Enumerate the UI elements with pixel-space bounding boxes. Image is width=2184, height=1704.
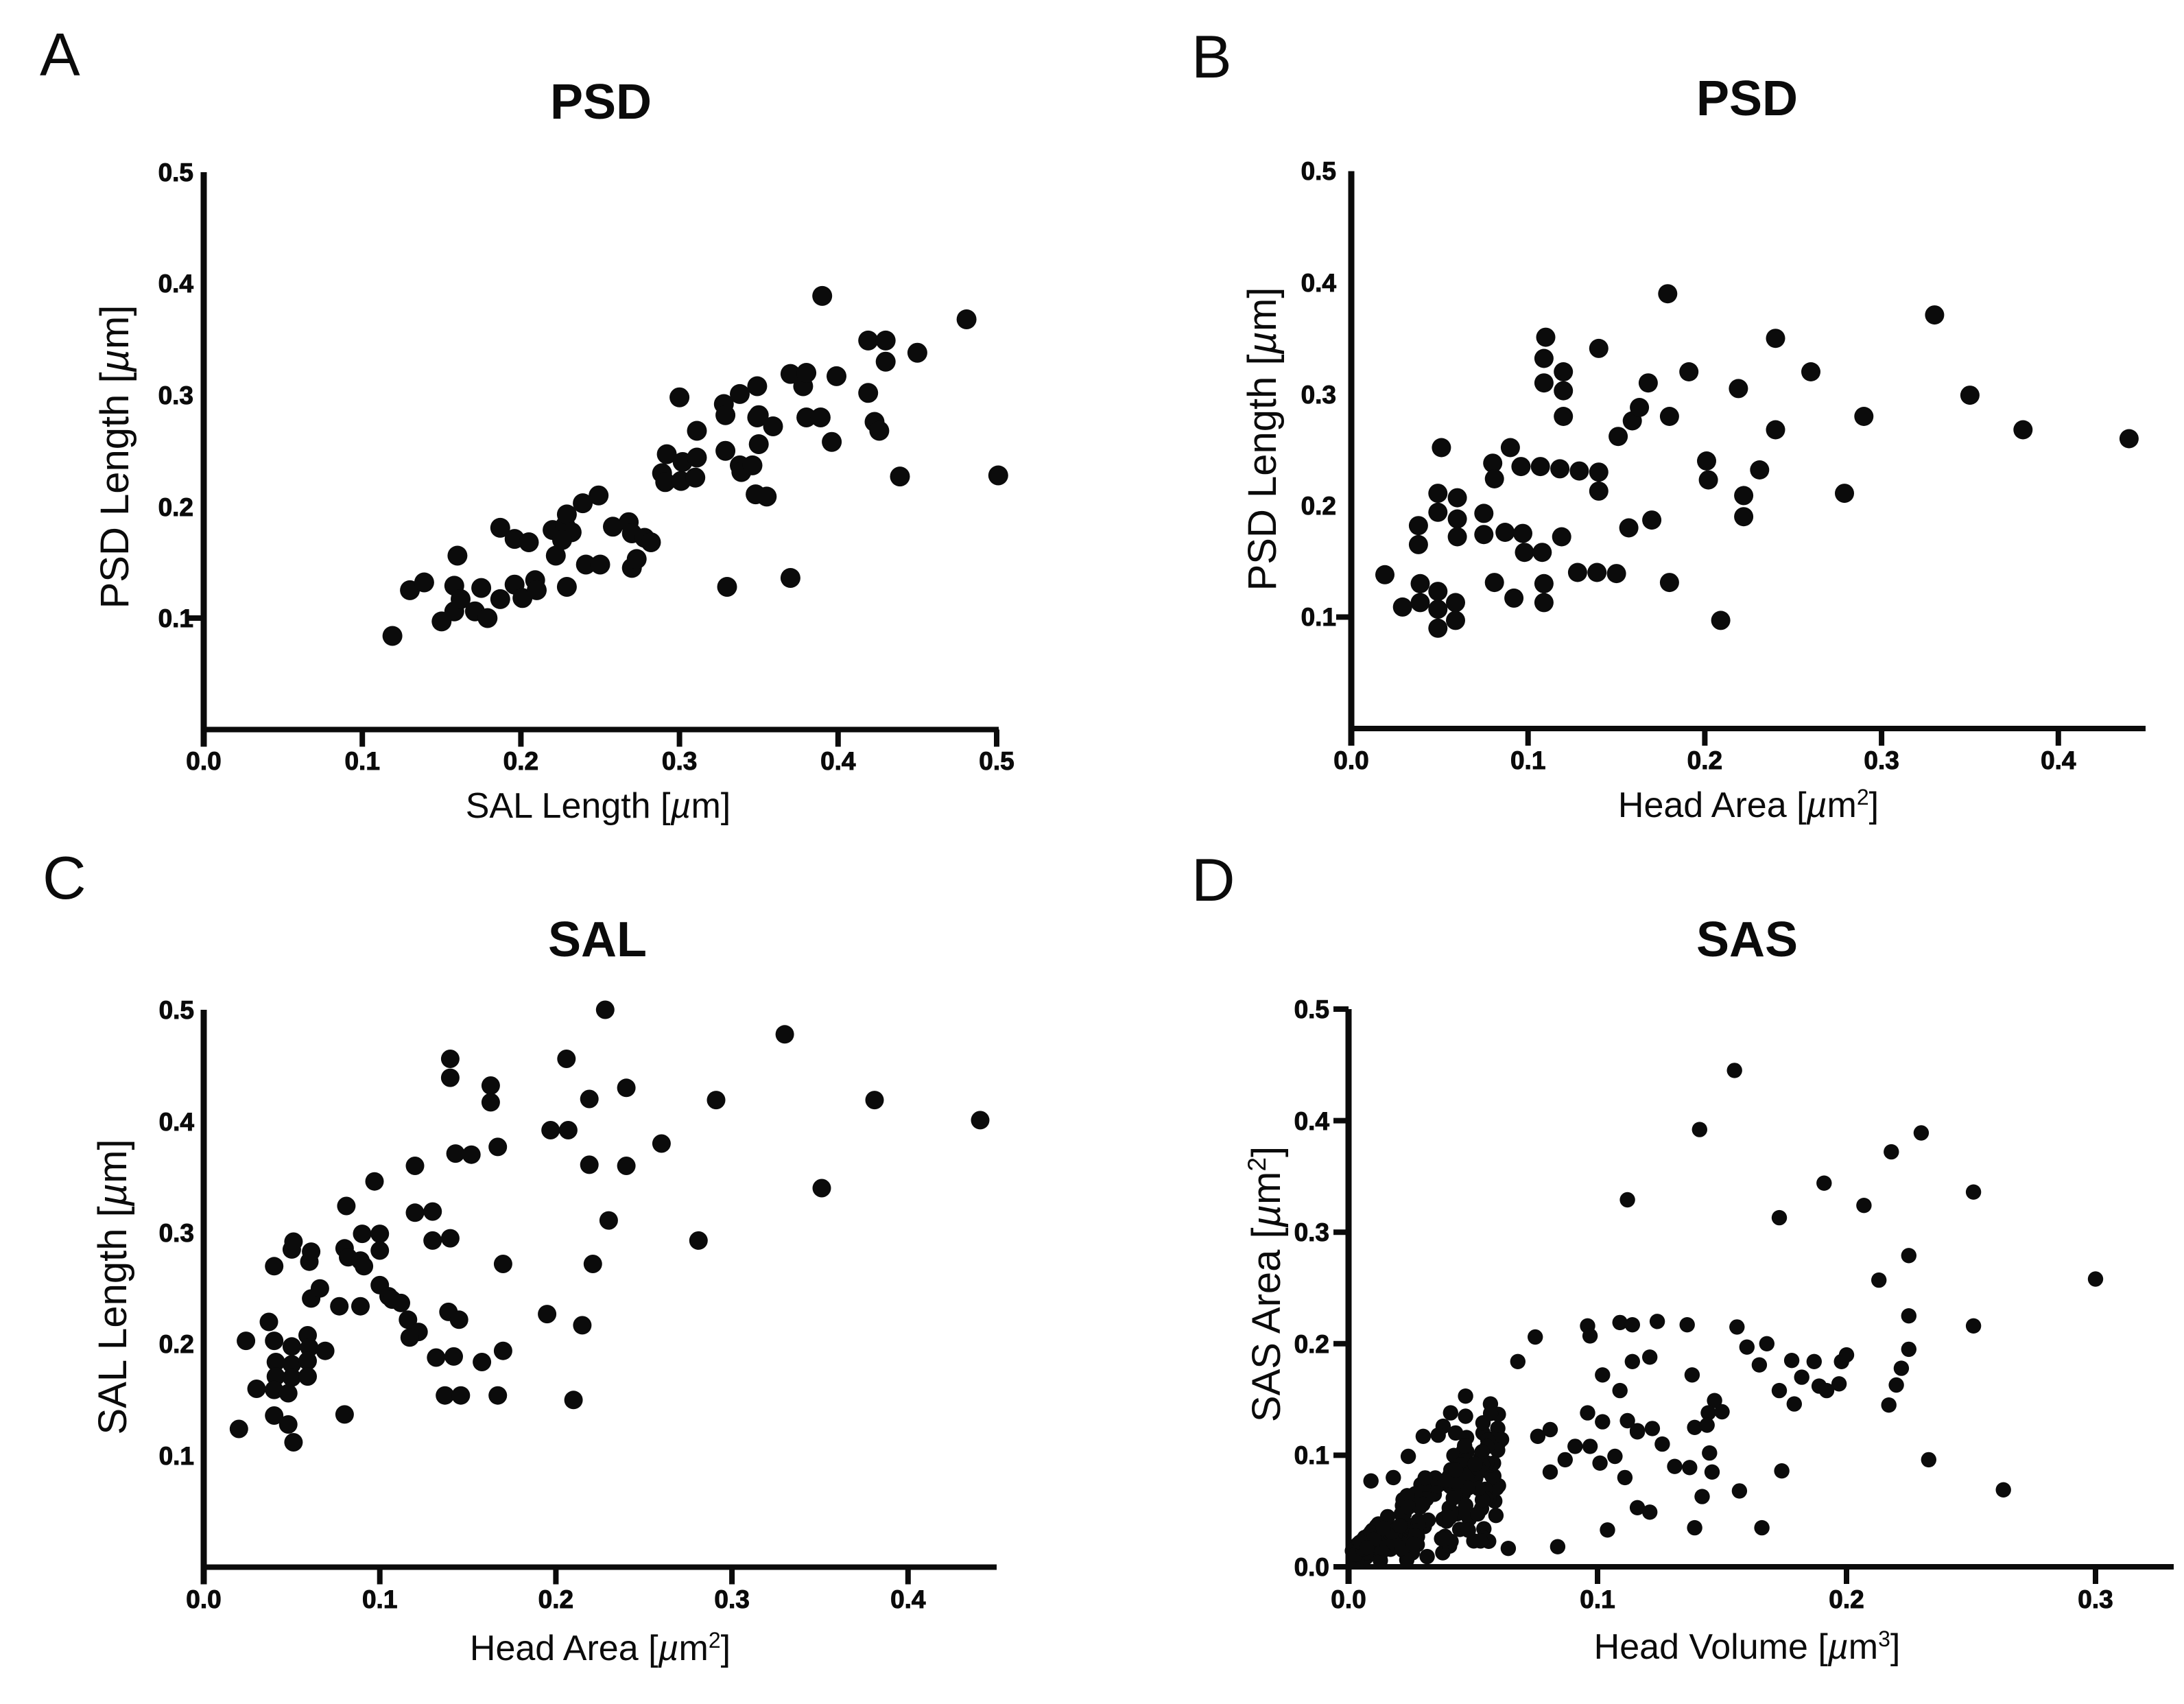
svg-text:0.4: 0.4 <box>1294 1107 1330 1135</box>
svg-text:0.4: 0.4 <box>159 1108 195 1136</box>
svg-text:0.3: 0.3 <box>158 381 193 410</box>
svg-text:SAL Length [µm]: SAL Length [µm] <box>91 1139 135 1434</box>
svg-text:0.1: 0.1 <box>1294 1441 1329 1469</box>
svg-text:PSD: PSD <box>1696 71 1798 126</box>
svg-text:Head Area [µm2​]: Head Area [µm2​] <box>470 1628 731 1668</box>
svg-text:0.1: 0.1 <box>1510 746 1545 774</box>
svg-text:0.3: 0.3 <box>714 1585 749 1613</box>
svg-text:0.0: 0.0 <box>1331 1585 1366 1613</box>
svg-text:Head Area [µm2​]: Head Area [µm2​] <box>1618 785 1879 825</box>
svg-text:0.1: 0.1 <box>344 747 379 775</box>
svg-text:A: A <box>40 21 80 88</box>
svg-text:0.2: 0.2 <box>159 1330 194 1358</box>
svg-text:0.0: 0.0 <box>186 747 221 775</box>
svg-text:0.4: 0.4 <box>820 747 856 775</box>
svg-text:0.3: 0.3 <box>1301 381 1336 409</box>
svg-text:SAL: SAL <box>548 912 647 967</box>
svg-text:0.4: 0.4 <box>2041 746 2076 774</box>
svg-text:PSD Length [µm]: PSD Length [µm] <box>1240 287 1285 591</box>
svg-text:0.1: 0.1 <box>1301 603 1336 631</box>
svg-text:0.1: 0.1 <box>158 604 193 632</box>
svg-text:PSD Length [µm]: PSD Length [µm] <box>93 305 137 609</box>
svg-text:0.2: 0.2 <box>503 747 538 775</box>
svg-text:0.3: 0.3 <box>2078 1585 2113 1613</box>
svg-text:0.2: 0.2 <box>538 1585 573 1613</box>
svg-text:0.5: 0.5 <box>1301 157 1336 185</box>
svg-text:0.4: 0.4 <box>158 270 194 298</box>
svg-text:0.0: 0.0 <box>1333 746 1368 774</box>
svg-text:0.2: 0.2 <box>1829 1585 1864 1613</box>
svg-text:0.3: 0.3 <box>1864 746 1899 774</box>
svg-text:0.2: 0.2 <box>1294 1330 1329 1358</box>
svg-text:0.3: 0.3 <box>662 747 697 775</box>
svg-text:0.1: 0.1 <box>159 1442 194 1470</box>
svg-text:D: D <box>1191 846 1235 914</box>
svg-text:0.2: 0.2 <box>158 493 193 521</box>
svg-text:0.3: 0.3 <box>1294 1218 1329 1246</box>
svg-text:SAL Length [µm]: SAL Length [µm] <box>466 786 731 826</box>
svg-text:0.5: 0.5 <box>979 747 1014 775</box>
svg-text:SAS Area [µm2​]: SAS Area [µm2​] <box>1243 1146 1289 1422</box>
svg-text:Head Volume [µm3​]: Head Volume [µm3​] <box>1594 1626 1901 1667</box>
svg-text:C: C <box>43 844 86 912</box>
svg-text:0.4: 0.4 <box>890 1585 926 1613</box>
svg-text:0.1: 0.1 <box>1580 1585 1615 1613</box>
svg-text:0.1: 0.1 <box>362 1585 397 1613</box>
svg-text:0.4: 0.4 <box>1301 269 1337 297</box>
svg-text:0.5: 0.5 <box>1294 995 1329 1023</box>
svg-text:0.5: 0.5 <box>159 996 194 1024</box>
svg-text:0.3: 0.3 <box>159 1219 194 1247</box>
svg-text:PSD: PSD <box>550 75 652 130</box>
svg-text:SAS: SAS <box>1696 912 1798 967</box>
svg-text:0.0: 0.0 <box>1294 1553 1329 1581</box>
svg-text:B: B <box>1191 23 1232 91</box>
svg-text:0.2: 0.2 <box>1687 746 1722 774</box>
svg-text:0.0: 0.0 <box>186 1585 221 1613</box>
svg-text:0.2: 0.2 <box>1301 492 1336 520</box>
svg-text:0.5: 0.5 <box>158 158 193 187</box>
